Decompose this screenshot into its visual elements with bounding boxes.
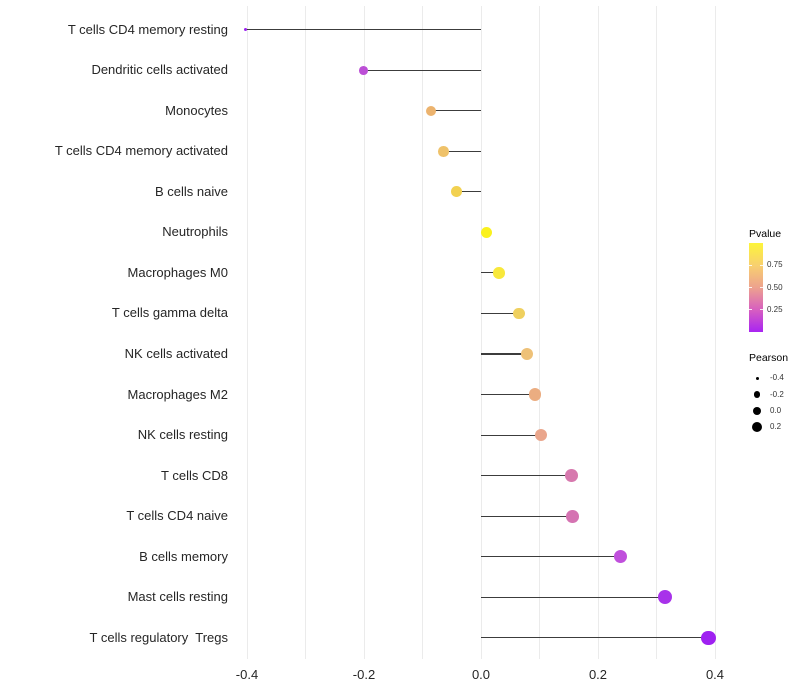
pvalue-tick-label: 0.50: [767, 282, 783, 292]
y-axis-category-label: T cells gamma delta: [111, 305, 228, 321]
lollipop-stem: [456, 191, 481, 193]
pvalue-legend-title: Pvalue: [749, 228, 782, 240]
y-axis-category-label: Dendritic cells activated: [91, 62, 228, 78]
pearson-legend-dot: [755, 376, 759, 380]
y-axis-category-label: Monocytes: [165, 102, 228, 118]
gridline: [363, 6, 365, 659]
lollipop-stem: [481, 596, 666, 598]
y-axis-category-label: NK cells resting: [137, 427, 228, 443]
lollipop-stem: [431, 110, 481, 112]
y-axis-category-label: B cells memory: [139, 548, 228, 564]
lollipop-dot: [426, 105, 437, 116]
x-axis-tick-label: 0.4: [705, 667, 725, 682]
lollipop-dot: [565, 469, 579, 482]
lollipop-stem: [481, 637, 709, 639]
lollipop-dot: [451, 186, 462, 198]
lollipop-stem: [245, 29, 481, 31]
pvalue-tick-label: 0.25: [767, 304, 783, 314]
lollipop-stem: [443, 150, 481, 152]
gridline: [422, 6, 423, 659]
gridline: [656, 6, 657, 659]
lollipop-stem: [481, 353, 528, 355]
lollipop-dot: [480, 226, 492, 238]
y-axis-category-label: Macrophages M0: [127, 264, 228, 280]
lollipop-stem: [481, 272, 500, 274]
gridline: [480, 6, 482, 659]
lollipop-stem: [481, 393, 535, 396]
x-axis-tick-label: -0.4: [235, 667, 259, 682]
y-axis-category-label: Neutrophils: [162, 224, 228, 240]
pearson-legend-title: Pearson: [749, 352, 789, 364]
pvalue-tick-mark: [749, 264, 752, 266]
lollipop-dot: [528, 388, 541, 401]
y-axis-category-label: Mast cells resting: [127, 589, 228, 605]
gridline: [714, 6, 716, 659]
pvalue-tick-mark: [749, 309, 752, 311]
pvalue-tick-mark: [760, 309, 763, 311]
pearson-legend-dot: [752, 406, 762, 416]
y-axis-category-label: T cells CD8: [161, 467, 228, 483]
lollipop-dot: [438, 145, 449, 157]
lollipop-dot: [613, 550, 627, 564]
y-axis-category-label: NK cells activated: [124, 346, 228, 361]
y-axis-category-label: T cells CD4 naive: [126, 508, 228, 524]
lollipop-stem: [363, 69, 481, 71]
y-axis-category-label: Macrophages M2: [127, 386, 228, 402]
y-axis-category-label: B cells naive: [155, 183, 228, 199]
pvalue-tick-label: 0.75: [767, 260, 783, 270]
pvalue-tick-mark: [749, 287, 752, 288]
gridline: [246, 6, 248, 659]
pvalue-tick-mark: [760, 264, 763, 266]
lollipop-dot: [566, 509, 580, 523]
lollipop-stem: [481, 515, 573, 517]
lollipop-dot: [521, 347, 534, 360]
pearson-legend-label: -0.4: [770, 373, 784, 383]
y-axis-category-label: T cells regulatory Tregs: [89, 629, 228, 645]
pearson-legend-label: 0.0: [770, 405, 782, 415]
x-axis-tick-label: 0.0: [471, 667, 491, 682]
lollipop-dot: [534, 428, 547, 442]
pearson-legend-dot: [753, 391, 761, 398]
lollipop-dot: [701, 630, 716, 646]
lollipop-stem: [481, 434, 541, 436]
pearson-legend-label: -0.2: [770, 389, 784, 399]
lollipop-dot: [513, 307, 525, 320]
lollipop-stem: [481, 312, 520, 315]
y-axis-category-label: T cells CD4 memory activated: [54, 143, 228, 159]
gridline: [305, 6, 306, 659]
lollipop-stem: [481, 475, 572, 477]
x-axis-tick-label: -0.2: [352, 667, 376, 682]
lollipop-dot: [658, 590, 673, 605]
pvalue-tick-mark: [760, 287, 763, 288]
lollipop-dot: [244, 27, 248, 32]
gridline: [539, 6, 540, 659]
lollipop-stem: [481, 556, 621, 558]
y-axis-category-label: T cells CD4 memory resting: [67, 21, 228, 37]
lollipop-dot: [359, 65, 368, 75]
lollipop-dot: [493, 267, 505, 279]
pearson-legend-dot: [752, 422, 762, 433]
pearson-legend-label: 0.2: [770, 422, 782, 432]
gridline: [597, 6, 599, 659]
pvalue-gradient-bar: [749, 243, 763, 332]
x-axis-tick-label: 0.2: [588, 667, 608, 682]
